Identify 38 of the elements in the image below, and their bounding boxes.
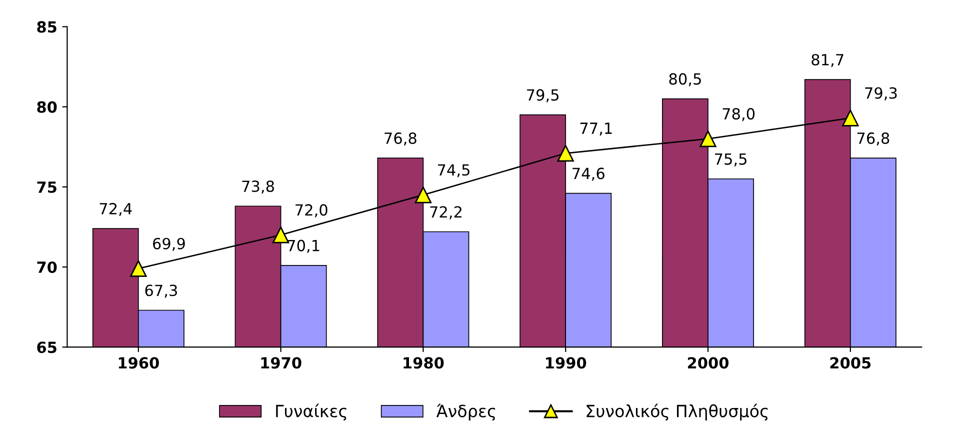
data-label: 81,7	[812, 54, 844, 68]
data-label: 74,5	[438, 164, 470, 178]
point	[700, 130, 716, 148]
point	[272, 226, 290, 244]
data-label: 76,8	[384, 132, 416, 146]
x-tick-label: 1970	[261, 357, 302, 369]
y-tick-label: 65	[37, 342, 56, 354]
x-tick-label: 1960	[118, 357, 159, 369]
data-label: 77,1	[580, 122, 612, 136]
data-label: 79,5	[527, 89, 558, 102]
data-label: 72,0	[296, 204, 328, 218]
legend-label: Γυναίκες	[276, 404, 346, 421]
data-label: 80,5	[669, 73, 701, 86]
point	[557, 144, 574, 162]
y-tick-label: 85	[37, 21, 56, 33]
x-tick-label: 2000	[688, 357, 729, 369]
point	[414, 186, 432, 204]
point	[842, 110, 859, 126]
data-label: 79,3	[865, 87, 897, 100]
data-label: 72,4	[100, 202, 132, 216]
data-label: 67,3	[145, 284, 177, 298]
x-tick-label: 1990	[546, 357, 586, 369]
legend-label: Συνολικός Πληθυσμός	[586, 404, 768, 421]
data-label: 72,2	[430, 206, 462, 220]
data-label: 69,9	[153, 238, 185, 251]
point	[130, 260, 147, 277]
data-label: 75,5	[715, 153, 746, 166]
x-tick-label: 1980	[404, 357, 444, 369]
y-tick-label: 75	[37, 182, 56, 193]
y-tick-label: 70	[37, 261, 57, 274]
data-label: 73,8	[242, 180, 274, 194]
x-tick-label: 2005	[830, 357, 871, 369]
data-label: 74,6	[572, 168, 604, 181]
data-label: 76,8	[857, 132, 890, 146]
data-label: 78,0	[722, 108, 755, 122]
data-label: 70,1	[288, 240, 320, 253]
legend-label: Άνδρες	[436, 404, 496, 421]
y-tick-label: 80	[37, 101, 57, 113]
